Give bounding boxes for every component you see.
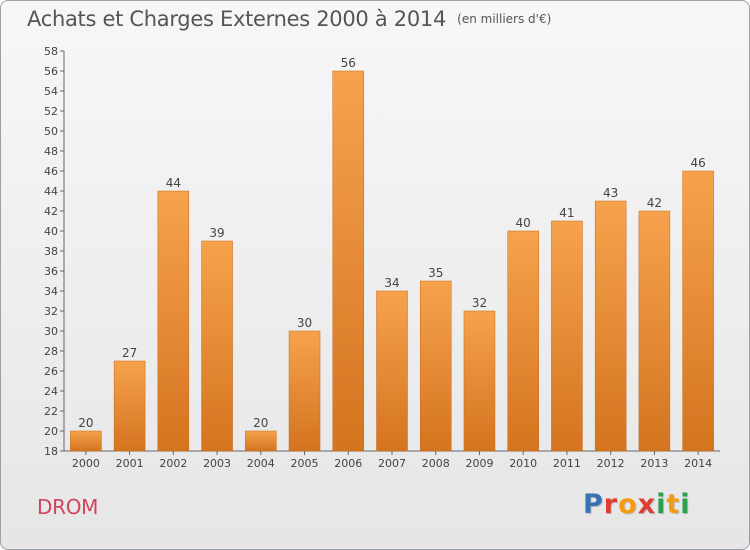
x-tick-label: 2009: [465, 457, 493, 470]
x-tick-label: 2002: [159, 457, 187, 470]
proxiti-logo: Proxiti: [583, 489, 691, 520]
bar-value-label: 30: [297, 316, 312, 330]
bar: [463, 310, 496, 452]
x-tick-label: 2007: [378, 457, 406, 470]
x-tick-label: 2011: [553, 457, 581, 470]
bar-value-label: 20: [253, 416, 268, 430]
y-tick-label: 46: [44, 165, 58, 178]
chart-unit-text: (en milliers d'€): [457, 12, 552, 26]
bar: [288, 330, 321, 452]
y-tick-label: 58: [44, 45, 58, 58]
bar-value-label: 27: [122, 346, 137, 360]
bar: [551, 220, 583, 452]
logo-letter: i: [680, 489, 691, 520]
bar-value-label: 34: [384, 276, 399, 290]
bar-value-label: 46: [690, 156, 705, 170]
bar: [376, 290, 408, 452]
y-tick-label: 26: [44, 365, 58, 378]
bar-value-label: 32: [472, 296, 487, 310]
bar: [594, 200, 627, 452]
logo-letter: t: [666, 489, 681, 520]
y-tick-label: 18: [44, 445, 58, 458]
x-tick-label: 2001: [116, 457, 144, 470]
bar: [201, 240, 233, 452]
bar: [419, 280, 452, 452]
logo-letter: P: [583, 489, 604, 520]
y-tick-label: 44: [44, 185, 58, 198]
bar-value-label: 43: [603, 186, 618, 200]
bar: [245, 430, 277, 452]
bar: [638, 210, 671, 452]
x-tick-label: 2014: [684, 457, 712, 470]
x-tick-label: 2004: [247, 457, 275, 470]
bar-value-label: 42: [647, 196, 662, 210]
x-tick-label: 2003: [203, 457, 231, 470]
logo-letter: r: [603, 489, 619, 520]
y-tick-label: 30: [44, 325, 58, 338]
place-name: DROM: [37, 495, 99, 519]
y-tick-label: 28: [44, 345, 58, 358]
chart-title: Achats et Charges Externes 2000 à 2014 (…: [27, 7, 551, 31]
bar: [332, 70, 365, 452]
x-tick-label: 2012: [597, 457, 625, 470]
y-tick-label: 50: [44, 125, 58, 138]
bar: [113, 360, 146, 452]
logo-letter: x: [637, 489, 657, 520]
bar-value-label: 20: [78, 416, 93, 430]
y-tick-label: 36: [44, 265, 58, 278]
x-tick-label: 2000: [72, 457, 100, 470]
bar-value-label: 41: [559, 206, 574, 220]
y-tick-label: 38: [44, 245, 58, 258]
x-tick-label: 2008: [422, 457, 450, 470]
y-tick-label: 34: [44, 285, 58, 298]
bar-value-label: 35: [428, 266, 443, 280]
y-tick-label: 22: [44, 405, 58, 418]
logo-letter: o: [618, 489, 638, 520]
y-tick-label: 48: [44, 145, 58, 158]
x-tick-label: 2010: [509, 457, 537, 470]
y-tick-label: 40: [44, 225, 58, 238]
x-tick-label: 2005: [291, 457, 319, 470]
bar-value-label: 40: [516, 216, 531, 230]
bar-value-label: 56: [341, 56, 356, 70]
y-tick-label: 52: [44, 105, 58, 118]
y-tick-label: 42: [44, 205, 58, 218]
bar-value-label: 44: [166, 176, 181, 190]
bar: [70, 430, 102, 452]
x-tick-label: 2013: [640, 457, 668, 470]
x-tick-label: 2006: [334, 457, 362, 470]
y-tick-label: 20: [44, 425, 58, 438]
chart-title-text: Achats et Charges Externes 2000 à 2014: [27, 7, 447, 31]
y-tick-label: 32: [44, 305, 58, 318]
y-tick-label: 54: [44, 85, 58, 98]
y-tick-label: 56: [44, 65, 58, 78]
bar: [157, 190, 190, 452]
bar-value-label: 39: [209, 226, 224, 240]
logo-letter: i: [656, 489, 667, 520]
bar: [507, 230, 539, 452]
y-tick-label: 24: [44, 385, 58, 398]
bar: [682, 170, 714, 452]
